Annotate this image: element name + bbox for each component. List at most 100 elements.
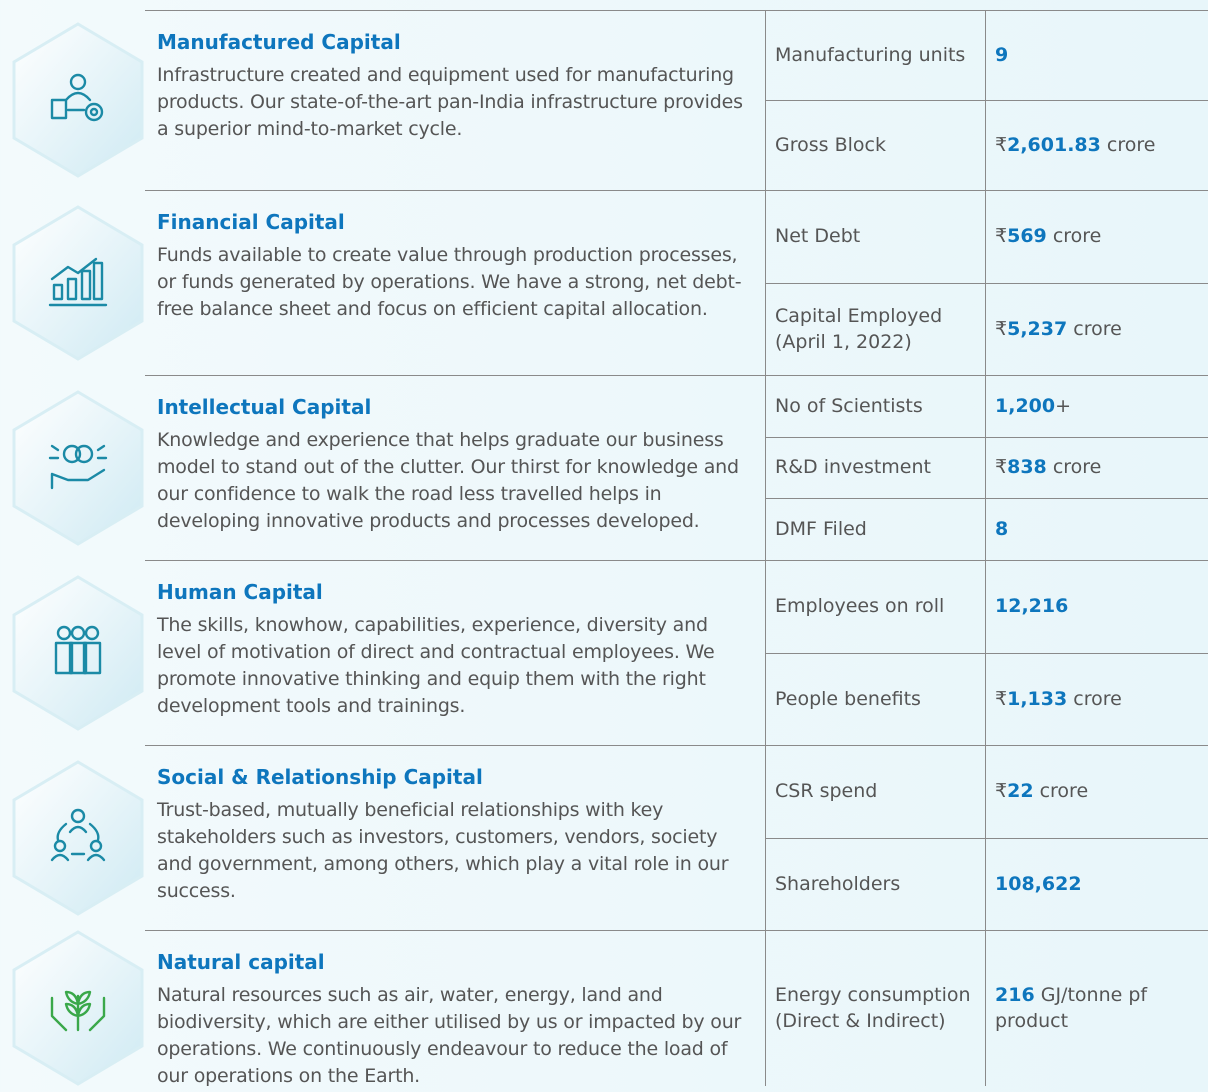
metric-value: ₹2,601.83 crore	[995, 132, 1155, 158]
metric-value: ₹5,237 crore	[995, 316, 1122, 342]
metric-value-cell: ₹5,237 crore	[985, 283, 1208, 376]
metric-value: 9	[995, 42, 1008, 68]
metric-value-cell: 1,200+	[985, 375, 1208, 437]
value-prefix: ₹	[995, 225, 1008, 248]
section-description: Natural resources such as air, water, en…	[157, 984, 742, 1087]
metric-label: CSR spend	[775, 780, 878, 803]
value-number: 108,622	[995, 872, 1082, 895]
value-number: 216	[995, 984, 1035, 1006]
rule	[145, 10, 1208, 11]
section-description: Trust-based, mutually beneficial relatio…	[157, 799, 729, 902]
section-title: Financial Capital	[157, 210, 345, 234]
metric-value: 12,216	[995, 593, 1068, 619]
section-description: Knowledge and experience that helps grad…	[157, 429, 739, 532]
metric-label: DMF Filed	[775, 518, 867, 541]
metric-value-cell: 108,622	[985, 838, 1208, 931]
row-rule	[145, 930, 1208, 931]
metric-label: Gross Block	[775, 134, 886, 156]
value-prefix: ₹	[995, 687, 1008, 710]
metric-value-cell: ₹838 crore	[985, 437, 1208, 499]
section-title: Intellectual Capital	[157, 395, 372, 419]
metric-rule	[765, 100, 1208, 101]
metric-rule	[765, 282, 1208, 284]
metric-label: Net Debt	[775, 225, 861, 248]
row-rule	[145, 745, 1208, 746]
metric-value-cell: ₹2,601.83 crore	[985, 100, 1208, 190]
value-number: 8	[995, 518, 1009, 541]
metric-label: Employees on roll	[775, 595, 945, 618]
metric-value-cell: 9	[985, 10, 1208, 100]
hexagon-icon	[12, 930, 144, 1086]
icon-hexagon	[8, 388, 148, 548]
metric-value: 1,200+	[995, 393, 1071, 419]
section-title: Social & Relationship Capital	[157, 765, 483, 789]
value-number: 12,216	[995, 595, 1069, 618]
hexagon-icon	[12, 574, 144, 731]
value-suffix: crore	[1106, 134, 1156, 156]
metric-value: ₹838 crore	[995, 454, 1101, 480]
metric-value-cell: 12,216	[985, 560, 1208, 653]
icon-hexagon	[8, 573, 148, 733]
rule	[765, 10, 766, 1086]
value-number: 569	[1007, 225, 1047, 248]
value-prefix: ₹	[995, 317, 1008, 340]
section-description: Infrastructure created and equipment use…	[157, 64, 743, 140]
value-number: 5,237	[1007, 317, 1068, 340]
icon-hexagon	[8, 758, 148, 918]
value-number: 9	[995, 44, 1009, 66]
section-title: Human Capital	[157, 580, 323, 604]
metric-value: 108,622	[995, 871, 1082, 897]
value-prefix: ₹	[995, 134, 1008, 156]
metric-label: Energy consumption (Direct & Indirect)	[775, 984, 971, 1032]
icon-hexagon	[8, 203, 148, 363]
value-suffix: crore	[1039, 780, 1089, 803]
metric-value: ₹1,133 crore	[995, 686, 1122, 712]
icon-hexagon	[8, 928, 148, 1088]
value-suffix: +	[1055, 394, 1072, 417]
metric-value: ₹569 crore	[995, 223, 1101, 249]
value-suffix: crore	[1052, 225, 1102, 248]
metric-value-cell: ₹569 crore	[985, 190, 1208, 283]
value-number: 838	[1007, 456, 1047, 479]
icon-hexagon	[8, 20, 148, 180]
section-description: Funds available to create value through …	[157, 244, 742, 320]
section-title: Manufactured Capital	[157, 30, 401, 54]
value-suffix: crore	[1052, 456, 1102, 479]
metric-label: No of Scientists	[775, 394, 923, 417]
value-number: 22	[1007, 780, 1034, 803]
section-title: Natural capital	[157, 950, 325, 974]
metric-value: 216 GJ/tonne pf product	[995, 982, 1198, 1034]
metric-value-cell: ₹22 crore	[985, 745, 1208, 838]
section-description: The skills, knowhow, capabilities, exper…	[157, 614, 715, 717]
rule	[985, 10, 986, 1086]
metric-label: R&D investment	[775, 456, 931, 479]
value-number: 1,133	[1007, 687, 1068, 710]
hexagon-icon	[12, 759, 144, 916]
metric-rule	[765, 652, 1208, 654]
value-suffix: GJ/tonne pf product	[995, 984, 1148, 1032]
row-rule	[145, 560, 1208, 561]
hexagon-icon	[12, 22, 144, 178]
row-rule	[145, 190, 1208, 191]
metric-value-cell: 216 GJ/tonne pf product	[985, 930, 1208, 1086]
metric-value-cell: 8	[985, 498, 1208, 560]
metric-value: 8	[995, 516, 1008, 542]
value-number: 1,200	[995, 394, 1056, 417]
metric-label: Shareholders	[775, 872, 901, 895]
row-rule	[145, 375, 1208, 376]
value-suffix: crore	[1073, 317, 1122, 340]
hexagon-icon	[12, 204, 144, 361]
value-prefix: ₹	[995, 780, 1008, 803]
value-number: 2,601.83	[1007, 134, 1101, 156]
metric-label: Capital Employed (April 1, 2022)	[775, 304, 943, 353]
value-suffix: crore	[1073, 687, 1122, 710]
value-prefix: ₹	[995, 456, 1008, 479]
metric-rule	[765, 837, 1208, 839]
metric-value: ₹22 crore	[995, 778, 1088, 804]
metric-label: Manufacturing units	[775, 44, 966, 66]
metric-label: People benefits	[775, 687, 921, 710]
metric-value-cell: ₹1,133 crore	[985, 653, 1208, 746]
metric-rule	[765, 498, 1208, 500]
hexagon-icon	[12, 389, 144, 546]
